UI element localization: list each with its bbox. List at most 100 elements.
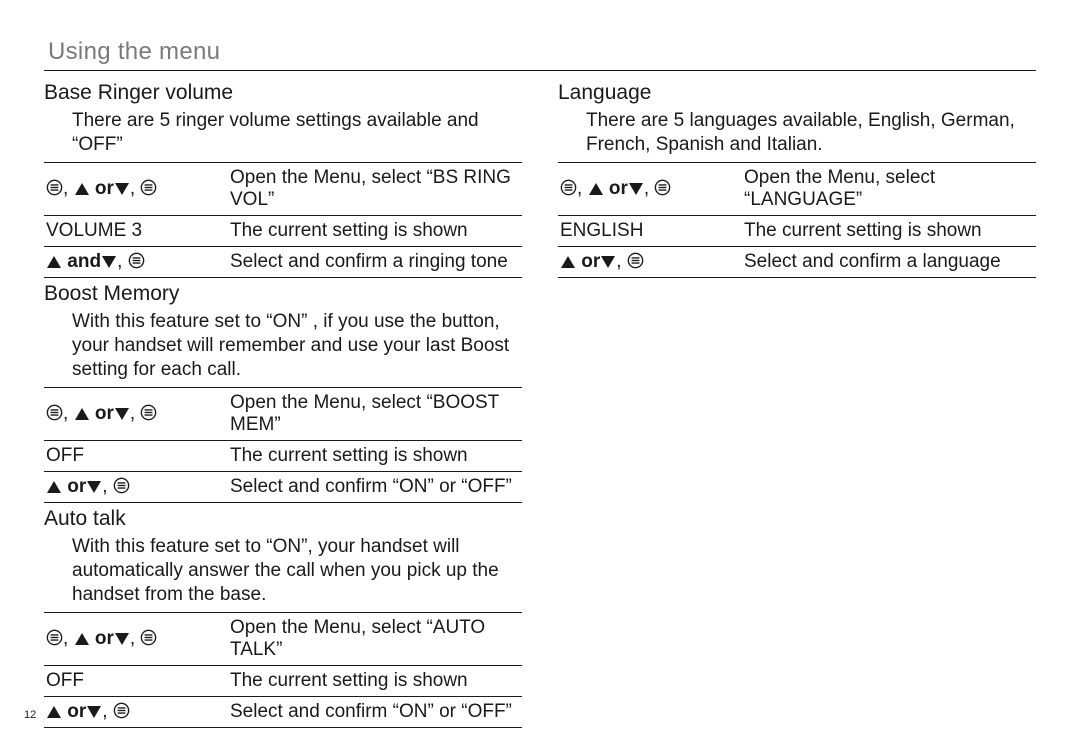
keyword-or: or xyxy=(95,403,114,424)
setting-label-cell: VOLUME 3 xyxy=(44,215,228,246)
section-body: There are 5 ringer volume settings avail… xyxy=(72,109,522,158)
setting-label-cell: ENGLISH xyxy=(558,215,742,246)
key-sequence-cell: , or, xyxy=(44,387,228,440)
separator-comma: , xyxy=(63,403,74,424)
triangle-up-icon xyxy=(46,255,62,269)
menu-circle-icon xyxy=(627,252,644,269)
description-cell: The current setting is shown xyxy=(228,665,522,696)
table-row: , or, Open the Menu, select “BS RING VOL… xyxy=(44,162,522,215)
triangle-down-icon xyxy=(114,182,130,196)
table-row: or, Select and confirm “ON” or “OFF” xyxy=(44,696,522,727)
separator-comma: , xyxy=(102,701,113,722)
separator-comma: , xyxy=(644,178,655,199)
section-body: With this feature set to “ON”, your hand… xyxy=(72,535,522,608)
setting-label-cell: OFF xyxy=(44,440,228,471)
menu-circle-icon xyxy=(113,477,130,494)
key-sequence-cell: or, xyxy=(44,471,228,502)
section-body: There are 5 languages available, English… xyxy=(586,109,1036,158)
menu-circle-icon xyxy=(46,404,63,421)
section-title: Boost Memory xyxy=(44,282,522,306)
description-cell: Select and confirm “ON” or “OFF” xyxy=(228,696,522,727)
menu-circle-icon xyxy=(560,179,577,196)
table-row: OFFThe current setting is shown xyxy=(44,440,522,471)
menu-circle-icon xyxy=(654,179,671,196)
triangle-up-icon xyxy=(46,705,62,719)
steps-table: , or, Open the Menu, select “AUTO TALK”O… xyxy=(44,612,522,728)
keyword-or: or xyxy=(67,701,86,722)
triangle-down-icon xyxy=(86,705,102,719)
key-sequence-cell: , or, xyxy=(44,612,228,665)
table-row: ENGLISHThe current setting is shown xyxy=(558,215,1036,246)
description-cell: Open the Menu, select “AUTO TALK” xyxy=(228,612,522,665)
table-row: VOLUME 3The current setting is shown xyxy=(44,215,522,246)
two-column-layout: Base Ringer volume There are 5 ringer vol… xyxy=(44,77,1036,728)
keyword-or: or xyxy=(67,476,86,497)
description-cell: Select and confirm “ON” or “OFF” xyxy=(228,471,522,502)
triangle-up-icon xyxy=(588,182,604,196)
triangle-up-icon xyxy=(46,480,62,494)
left-column: Base Ringer volume There are 5 ringer vol… xyxy=(44,77,522,728)
section-body: With this feature set to “ON” , if you u… xyxy=(72,310,522,383)
keyword-or: or xyxy=(609,178,628,199)
setting-label-cell: OFF xyxy=(44,665,228,696)
separator-comma: , xyxy=(130,403,141,424)
description-cell: The current setting is shown xyxy=(742,215,1036,246)
triangle-down-icon xyxy=(600,255,616,269)
key-sequence-cell: , or, xyxy=(44,162,228,215)
steps-table: , or, Open the Menu, select “BOOST MEM”O… xyxy=(44,387,522,503)
table-row: , or, Open the Menu, select “BOOST MEM” xyxy=(44,387,522,440)
section-title: Language xyxy=(558,81,1036,105)
triangle-down-icon xyxy=(114,407,130,421)
description-cell: Select and confirm a ringing tone xyxy=(228,246,522,277)
separator-comma: , xyxy=(102,476,113,497)
menu-circle-icon xyxy=(140,629,157,646)
menu-circle-icon xyxy=(140,404,157,421)
separator-comma: , xyxy=(63,628,74,649)
keyword-or: or xyxy=(95,178,114,199)
menu-circle-icon xyxy=(46,179,63,196)
menu-circle-icon xyxy=(128,252,145,269)
table-row: , or, Open the Menu, select “LANGUAGE” xyxy=(558,162,1036,215)
separator-comma: , xyxy=(63,178,74,199)
steps-table: , or, Open the Menu, select “LANGUAGE”EN… xyxy=(558,162,1036,278)
triangle-up-icon xyxy=(74,407,90,421)
triangle-down-icon xyxy=(101,255,117,269)
steps-table: , or, Open the Menu, select “BS RING VOL… xyxy=(44,162,522,278)
separator-comma: , xyxy=(130,178,141,199)
table-row: or, Select and confirm a language xyxy=(558,246,1036,277)
section-title: Base Ringer volume xyxy=(44,81,522,105)
key-sequence-cell: or, xyxy=(44,696,228,727)
menu-circle-icon xyxy=(46,629,63,646)
keyword-and: and xyxy=(67,251,101,272)
manual-page: Using the menu Base Ringer volume There a… xyxy=(0,0,1080,745)
description-cell: Open the Menu, select “BOOST MEM” xyxy=(228,387,522,440)
separator-comma: , xyxy=(616,251,627,272)
triangle-down-icon xyxy=(86,480,102,494)
triangle-up-icon xyxy=(74,632,90,646)
description-cell: The current setting is shown xyxy=(228,440,522,471)
table-row: or, Select and confirm “ON” or “OFF” xyxy=(44,471,522,502)
section-title: Auto talk xyxy=(44,507,522,531)
description-cell: The current setting is shown xyxy=(228,215,522,246)
triangle-up-icon xyxy=(560,255,576,269)
right-column: Language There are 5 languages available,… xyxy=(558,77,1036,728)
keyword-or: or xyxy=(581,251,600,272)
table-row: and, Select and confirm a ringing tone xyxy=(44,246,522,277)
description-cell: Select and confirm a language xyxy=(742,246,1036,277)
description-cell: Open the Menu, select “LANGUAGE” xyxy=(742,162,1036,215)
title-rule xyxy=(44,70,1036,71)
menu-circle-icon xyxy=(113,702,130,719)
menu-circle-icon xyxy=(140,179,157,196)
separator-comma: , xyxy=(117,251,128,272)
key-sequence-cell: or, xyxy=(558,246,742,277)
key-sequence-cell: , or, xyxy=(558,162,742,215)
triangle-up-icon xyxy=(74,182,90,196)
table-row: , or, Open the Menu, select “AUTO TALK” xyxy=(44,612,522,665)
page-number: 12 xyxy=(24,709,36,721)
separator-comma: , xyxy=(577,178,588,199)
triangle-down-icon xyxy=(628,182,644,196)
table-row: OFFThe current setting is shown xyxy=(44,665,522,696)
page-title: Using the menu xyxy=(48,38,1036,66)
triangle-down-icon xyxy=(114,632,130,646)
description-cell: Open the Menu, select “BS RING VOL” xyxy=(228,162,522,215)
